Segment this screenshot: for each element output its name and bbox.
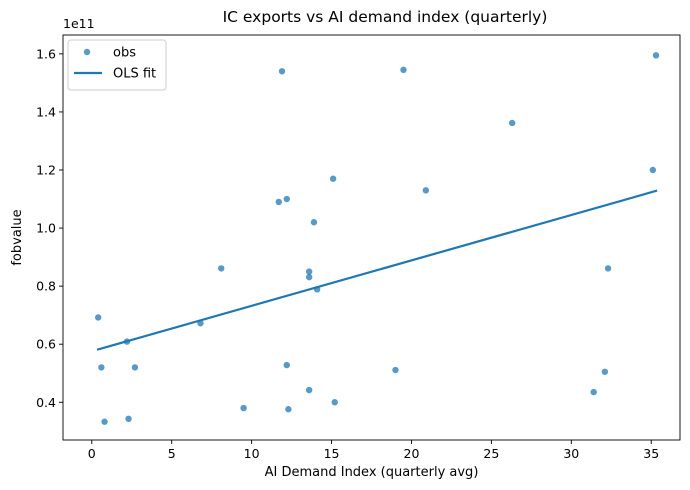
obs-point [98, 364, 105, 371]
obs-point [218, 265, 225, 272]
y-offset-label: 1e11 [63, 16, 95, 31]
obs-point [652, 52, 660, 59]
y-tick-label: 0.4 [36, 395, 56, 410]
obs-series [94, 52, 660, 425]
y-tick-label: 0.8 [36, 279, 56, 294]
obs-point [310, 219, 318, 226]
obs-point [94, 314, 102, 321]
obs-point [197, 320, 204, 327]
obs-point [329, 175, 337, 182]
x-tick-label: 25 [483, 446, 499, 461]
obs-point [601, 368, 609, 375]
obs-point [313, 286, 321, 293]
legend-obs-marker [83, 48, 91, 56]
obs-point [400, 66, 407, 74]
plot-area [63, 35, 680, 440]
legend-fit-label: OLS fit [113, 67, 156, 82]
x-tick-label: 30 [563, 446, 579, 461]
obs-point [422, 187, 430, 194]
x-axis-ticks: 0 5 10 15 20 25 30 35 [88, 440, 659, 461]
y-tick-label: 1.6 [36, 46, 56, 61]
x-tick-label: 0 [88, 446, 96, 461]
obs-point [283, 195, 290, 203]
obs-point [590, 388, 597, 396]
obs-point [305, 386, 313, 394]
x-tick-label: 5 [168, 446, 176, 461]
obs-point [508, 119, 516, 127]
obs-point [283, 361, 290, 369]
ols-fit-series [96, 189, 658, 351]
y-tick-label: 1.4 [36, 104, 56, 119]
obs-point [123, 338, 131, 345]
legend: obs OLS fit [67, 39, 167, 91]
obs-point [392, 366, 399, 374]
obs-point [131, 364, 139, 371]
x-tick-label: 35 [643, 446, 659, 461]
obs-point [305, 273, 313, 281]
y-axis-ticks: 0.4 0.6 0.8 1.0 1.2 1.4 1.6 [36, 46, 63, 410]
legend-box [67, 39, 167, 91]
chart-title: IC exports vs AI demand index (quarterly… [223, 8, 548, 26]
obs-point [278, 68, 286, 75]
y-tick-label: 0.6 [36, 337, 56, 352]
ols-fit-line [96, 189, 658, 351]
obs-point [285, 406, 292, 413]
obs-point [275, 198, 282, 206]
legend-obs-label: obs [113, 46, 136, 61]
x-axis-label: AI Demand Index (quarterly avg) [265, 465, 479, 480]
obs-point [649, 166, 657, 174]
y-tick-label: 1.2 [36, 163, 56, 178]
y-axis-label: fobvalue [10, 209, 25, 265]
x-tick-label: 10 [244, 446, 260, 461]
obs-point [240, 404, 247, 412]
obs-point [305, 268, 313, 275]
obs-point [125, 415, 132, 423]
x-tick-label: 15 [324, 446, 340, 461]
obs-point [101, 418, 108, 425]
y-tick-label: 1.0 [36, 221, 56, 236]
plot-frame [62, 34, 681, 441]
obs-point [604, 265, 612, 272]
x-tick-label: 20 [404, 446, 420, 461]
obs-point [331, 399, 338, 406]
